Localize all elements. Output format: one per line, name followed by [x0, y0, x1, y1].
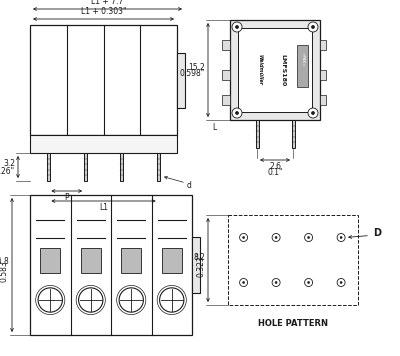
Text: LMFS180: LMFS180 [280, 54, 285, 86]
Circle shape [78, 288, 103, 312]
Circle shape [272, 234, 280, 241]
Circle shape [312, 111, 314, 115]
Circle shape [275, 236, 277, 239]
Bar [177, 52, 185, 108]
Circle shape [305, 234, 313, 241]
Bar [81, 248, 101, 273]
Text: 3.2: 3.2 [3, 159, 15, 168]
Bar [40, 248, 60, 273]
Text: 0.323": 0.323" [196, 251, 205, 277]
Circle shape [232, 22, 242, 32]
Circle shape [337, 234, 345, 241]
Bar [121, 248, 141, 273]
Text: L1 + 7.7: L1 + 7.7 [91, 0, 124, 6]
Bar [320, 70, 326, 80]
Text: L: L [212, 123, 216, 132]
Bar [320, 40, 326, 50]
Circle shape [242, 282, 245, 283]
Bar [222, 95, 230, 105]
Circle shape [340, 282, 342, 283]
Circle shape [160, 288, 184, 312]
Text: 2.6: 2.6 [269, 162, 281, 171]
Text: 15.2: 15.2 [188, 63, 205, 72]
Circle shape [236, 111, 238, 115]
Text: 8.2: 8.2 [193, 252, 205, 262]
Bar [120, 153, 123, 181]
Text: L1 + 0.303": L1 + 0.303" [81, 7, 126, 16]
Bar [162, 248, 182, 273]
Text: 0.126": 0.126" [0, 167, 15, 176]
Circle shape [305, 278, 313, 287]
Text: >PAK<: >PAK< [301, 52, 305, 67]
Circle shape [308, 108, 318, 118]
Circle shape [242, 236, 245, 239]
Bar [320, 95, 326, 105]
Circle shape [38, 288, 62, 312]
Text: Weidmüller: Weidmüller [258, 54, 263, 85]
Text: HOLE PATTERN: HOLE PATTERN [258, 319, 328, 328]
Bar [228, 215, 358, 305]
Circle shape [232, 108, 242, 118]
Text: 0.583": 0.583" [0, 256, 9, 282]
Text: 0.598": 0.598" [180, 69, 205, 79]
Text: D: D [373, 229, 381, 239]
Circle shape [308, 236, 310, 239]
Bar [238, 28, 312, 112]
Circle shape [308, 22, 318, 32]
Text: P: P [64, 193, 69, 202]
Circle shape [312, 26, 314, 28]
Text: 14.8: 14.8 [0, 257, 9, 267]
Bar [292, 120, 294, 148]
Circle shape [240, 234, 248, 241]
Text: 0.1": 0.1" [267, 168, 283, 177]
Bar [230, 20, 320, 120]
Circle shape [340, 236, 342, 239]
Circle shape [275, 282, 277, 283]
Circle shape [236, 26, 238, 28]
Circle shape [119, 288, 144, 312]
Bar [30, 135, 177, 153]
Circle shape [272, 278, 280, 287]
Bar [30, 195, 192, 335]
Bar [192, 237, 200, 293]
Circle shape [240, 278, 248, 287]
Bar [297, 45, 308, 87]
Text: d: d [187, 182, 192, 190]
Bar [222, 70, 230, 80]
Bar [256, 120, 258, 148]
Bar [84, 153, 87, 181]
Bar [47, 153, 50, 181]
Bar [222, 40, 230, 50]
Circle shape [337, 278, 345, 287]
Circle shape [308, 282, 310, 283]
Bar [30, 25, 177, 135]
Text: L1: L1 [99, 203, 108, 212]
Bar [157, 153, 160, 181]
